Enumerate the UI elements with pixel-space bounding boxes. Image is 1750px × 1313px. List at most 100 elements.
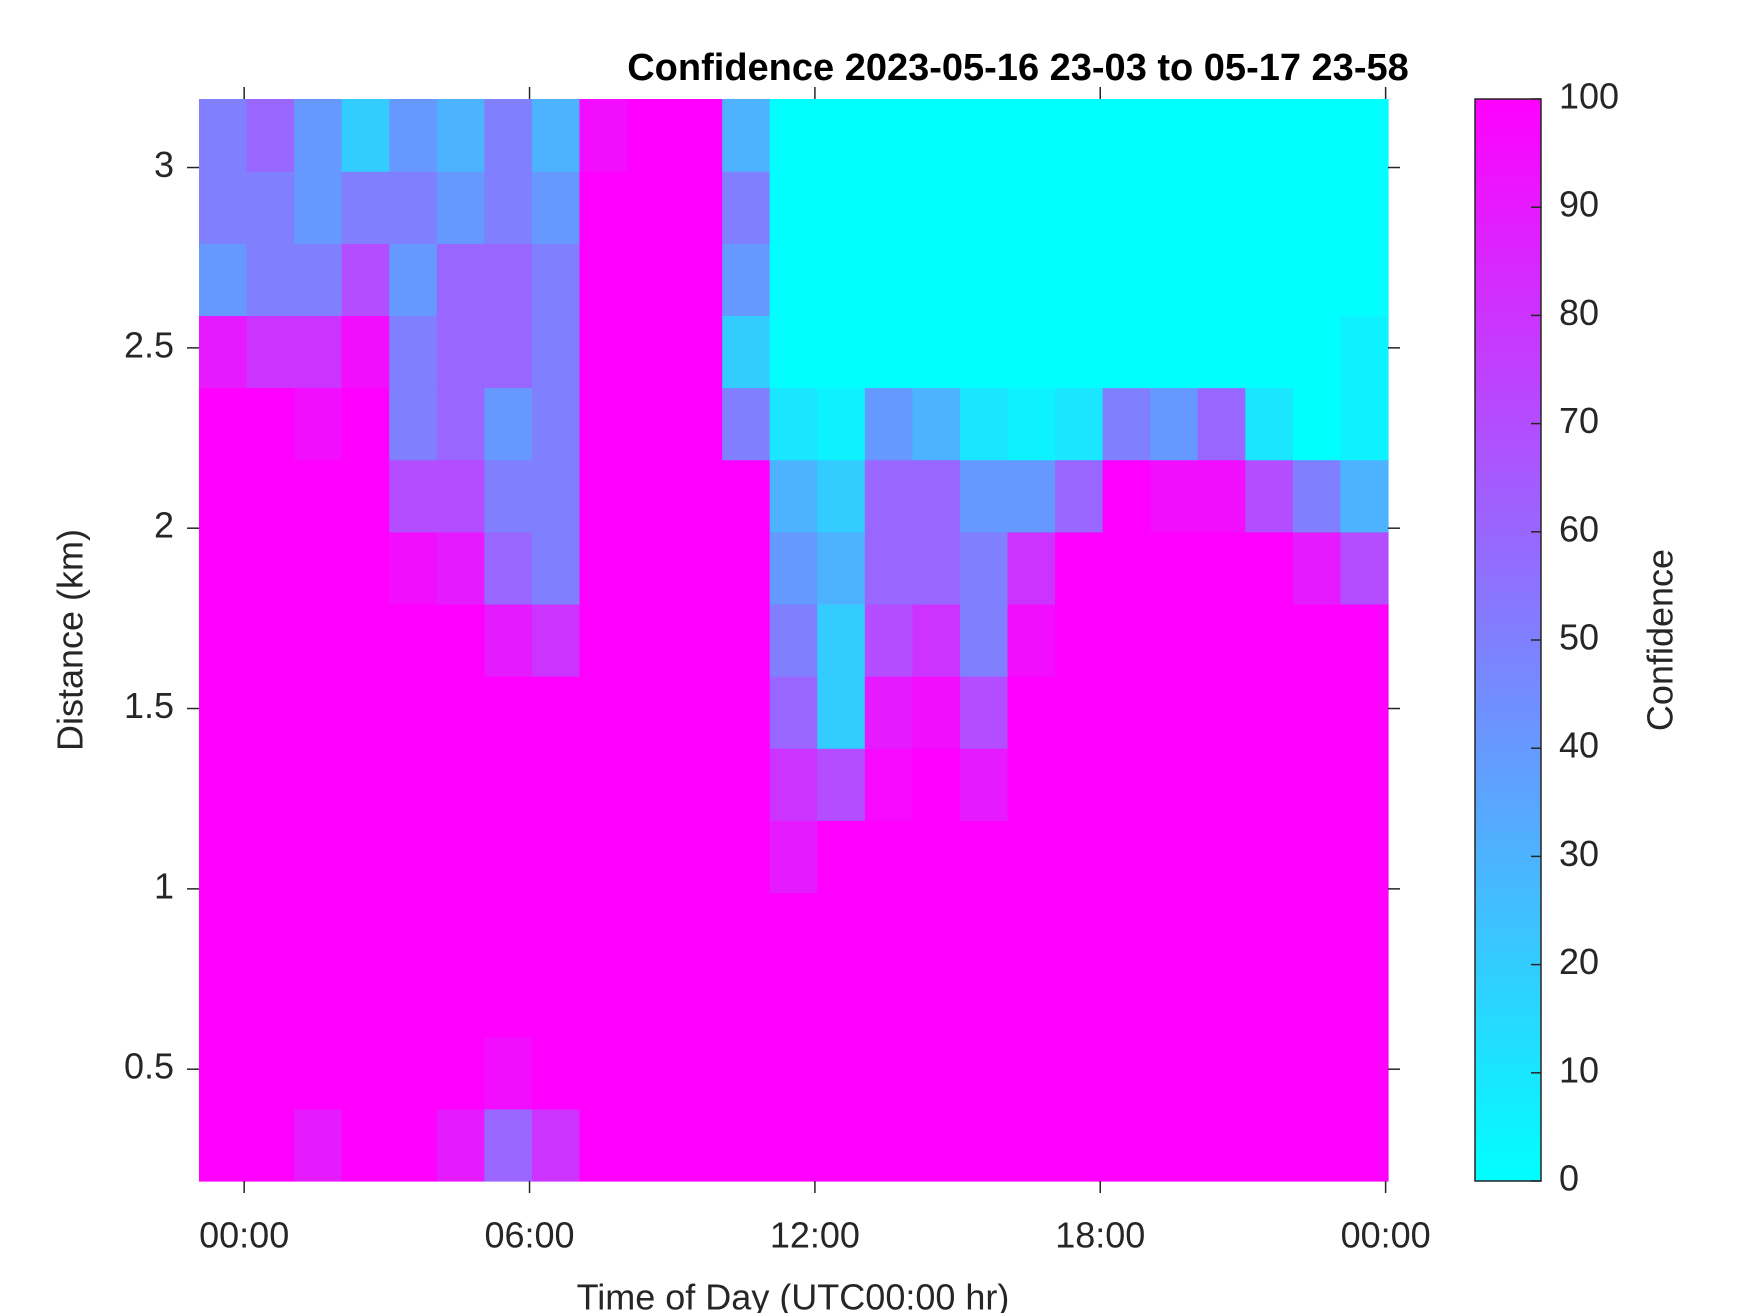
heatmap-cell xyxy=(817,387,866,461)
heatmap-cell xyxy=(579,820,628,894)
heatmap-cell xyxy=(1340,748,1389,821)
heatmap-cell xyxy=(959,459,1009,533)
heatmap-cell xyxy=(294,387,343,461)
heatmap-cell xyxy=(769,892,818,966)
heatmap-cell xyxy=(294,1036,343,1110)
heatmap-cell xyxy=(674,748,723,821)
heatmap-cell xyxy=(769,387,818,461)
heatmap-cell xyxy=(1292,531,1342,605)
heatmap-cell xyxy=(199,964,248,1038)
heatmap-cell xyxy=(674,243,723,316)
heatmap-cell xyxy=(1245,748,1294,821)
heatmap-cell xyxy=(1197,820,1246,894)
heatmap-cell xyxy=(484,315,533,389)
heatmap-cell xyxy=(1055,820,1104,894)
heatmap-cell xyxy=(912,1108,961,1182)
heatmap-cell xyxy=(769,603,818,677)
heatmap-cell xyxy=(674,676,723,749)
heatmap-cell xyxy=(1197,531,1246,605)
heatmap-cell xyxy=(389,1036,438,1110)
heatmap-cell xyxy=(1102,315,1151,389)
heatmap-cell xyxy=(246,1036,295,1110)
heatmap-cell xyxy=(1197,99,1246,172)
heatmap-cell xyxy=(294,531,343,605)
heatmap-cell xyxy=(1292,243,1342,316)
heatmap-cell xyxy=(484,1108,533,1182)
heatmap-cell xyxy=(817,99,866,172)
heatmap-cell xyxy=(627,171,676,244)
heatmap-cell xyxy=(294,315,343,389)
heatmap-cell xyxy=(769,315,818,389)
heatmap-cell xyxy=(1340,964,1389,1038)
heatmap-cell xyxy=(722,1036,771,1110)
heatmap-cell xyxy=(864,459,913,533)
heatmap-cell xyxy=(436,1036,485,1110)
heatmap-cell xyxy=(1340,171,1389,244)
heatmap-cell xyxy=(341,531,390,605)
heatmap-cell xyxy=(579,315,628,389)
x-tick-label: 00:00 xyxy=(199,1215,289,1256)
heatmap-cell xyxy=(1197,243,1246,316)
colorbar-label: Confidence xyxy=(1640,549,1681,731)
heatmap-cell xyxy=(1055,1108,1104,1182)
heatmap-cell xyxy=(627,748,676,821)
heatmap-cell xyxy=(864,387,913,461)
heatmap-cell xyxy=(579,676,628,749)
heatmap-cell xyxy=(199,387,248,461)
heatmap-cell xyxy=(579,964,628,1038)
heatmap-cell xyxy=(1007,315,1056,389)
heatmap-cell xyxy=(1340,1108,1389,1182)
colorbar-tick-label: 30 xyxy=(1559,833,1599,874)
heatmap-cell xyxy=(817,964,866,1038)
heatmap-cell xyxy=(1102,387,1151,461)
heatmap-cell xyxy=(627,1036,676,1110)
heatmap-cell xyxy=(389,315,438,389)
heatmap-cell xyxy=(579,243,628,316)
heatmap-cell xyxy=(959,243,1009,316)
heatmap-cell xyxy=(294,459,343,533)
heatmap-cell xyxy=(1245,603,1294,677)
heatmap-cell xyxy=(912,531,961,605)
heatmap-cell xyxy=(246,171,295,244)
heatmap-cell xyxy=(389,531,438,605)
heatmap-cell xyxy=(674,315,723,389)
heatmap-cell xyxy=(1055,748,1104,821)
heatmap-cell xyxy=(674,1108,723,1182)
heatmap-cell xyxy=(817,748,866,821)
heatmap-cell xyxy=(817,315,866,389)
heatmap-cell xyxy=(1102,99,1151,172)
heatmap-cell xyxy=(246,531,295,605)
heatmap-cell xyxy=(199,603,248,677)
x-tick-label: 18:00 xyxy=(1055,1215,1145,1256)
heatmap-cell xyxy=(246,99,295,172)
heatmap-cell xyxy=(1150,748,1199,821)
heatmap-cell xyxy=(1055,459,1104,533)
heatmap-cell xyxy=(864,99,913,172)
heatmap-cell xyxy=(531,531,581,605)
heatmap-cell xyxy=(1007,171,1056,244)
heatmap-cell xyxy=(1197,892,1246,966)
heatmap-cell xyxy=(1197,748,1246,821)
heatmap-cell xyxy=(1292,603,1342,677)
heatmap-cell xyxy=(389,603,438,677)
heatmap-cell xyxy=(1340,892,1389,966)
heatmap-cell xyxy=(389,171,438,244)
heatmap-cell xyxy=(1150,387,1199,461)
heatmap-cell xyxy=(484,892,533,966)
heatmap-cell xyxy=(769,99,818,172)
heatmap-cell xyxy=(959,892,1009,966)
colorbar-tick-label: 90 xyxy=(1559,184,1599,225)
heatmap-cell xyxy=(1102,603,1151,677)
heatmap-cell xyxy=(484,99,533,172)
heatmap-cell xyxy=(864,1036,913,1110)
heatmap-cell xyxy=(1340,531,1389,605)
heatmap-cell xyxy=(959,1108,1009,1182)
heatmap-cell xyxy=(1197,676,1246,749)
heatmap-cell xyxy=(1150,243,1199,316)
heatmap-cell xyxy=(769,748,818,821)
heatmap-cell xyxy=(959,964,1009,1038)
heatmap-cell xyxy=(1197,964,1246,1038)
heatmap-cell xyxy=(674,387,723,461)
heatmap-cell xyxy=(484,243,533,316)
heatmap-cell xyxy=(1340,387,1389,461)
